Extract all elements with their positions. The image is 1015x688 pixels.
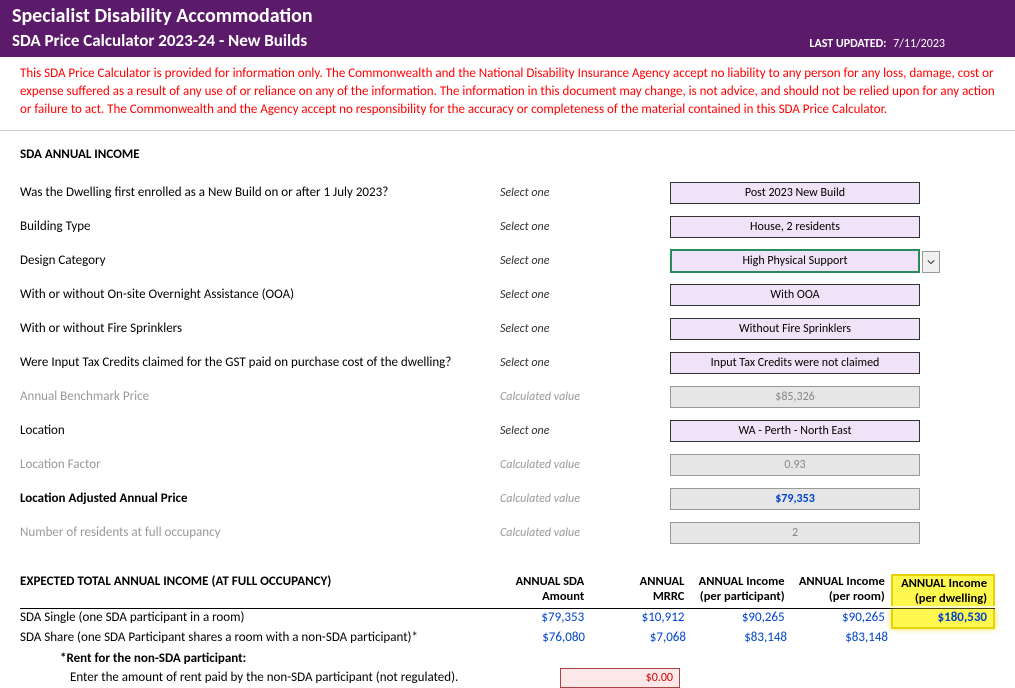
col-mrrc: ANNUALMRRC [590, 574, 690, 606]
hint-select: Select one [500, 424, 670, 438]
disclaimer-text: This SDA Price Calculator is provided fo… [0, 57, 1015, 131]
select-building-type[interactable]: House, 2 residents [670, 216, 920, 238]
select-design-category-value: High Physical Support [742, 254, 847, 268]
sda-income-section: SDA ANNUAL INCOME Was the Dwelling first… [0, 131, 1015, 560]
rent-note: *Rent for the non-SDA participant: [60, 651, 995, 666]
row-fire: With or without Fire Sprinklers Select o… [20, 312, 995, 346]
row-residents: Number of residents at full occupancy Ca… [20, 516, 995, 550]
single-mrrc: $10,912 [590, 609, 690, 629]
col-sda: ANNUAL SDAAmount [490, 574, 590, 606]
share-mrrc: $7,068 [591, 629, 692, 647]
share-per-room: $83,148 [793, 629, 894, 647]
calc-residents: 2 [670, 522, 920, 544]
hint-calc: Calculated value [500, 390, 670, 404]
label-building-type: Building Type [20, 219, 500, 234]
share-label: SDA Share (one SDA Participant shares a … [20, 629, 490, 647]
income-row-single: SDA Single (one SDA participant in a roo… [20, 609, 995, 629]
rent-note-bold: *Rent for the non-SDA participant: [60, 651, 246, 666]
row-ooa: With or without On-site Overnight Assist… [20, 278, 995, 312]
single-sda: $79,353 [490, 609, 590, 629]
label-location-factor: Location Factor [20, 457, 500, 472]
select-tax-credits[interactable]: Input Tax Credits were not claimed [670, 352, 920, 374]
single-label: SDA Single (one SDA participant in a roo… [20, 609, 490, 629]
hint-select: Select one [500, 288, 670, 302]
select-fire[interactable]: Without Fire Sprinklers [670, 318, 920, 340]
row-location-factor: Location Factor Calculated value 0.93 [20, 448, 995, 482]
label-fire: With or without Fire Sprinklers [20, 321, 500, 336]
calc-adjusted-price: $79,353 [670, 488, 920, 510]
single-per-dwelling: $180,530 [891, 609, 995, 629]
row-enrolled: Was the Dwelling first enrolled as a New… [20, 176, 995, 210]
hint-select: Select one [500, 220, 670, 234]
hint-select: Select one [500, 186, 670, 200]
label-tax-credits: Were Input Tax Credits claimed for the G… [20, 355, 500, 370]
row-adjusted-price: Location Adjusted Annual Price Calculate… [20, 482, 995, 516]
share-sda: $76,080 [490, 629, 591, 647]
header-bar: Specialist Disability Accommodation SDA … [0, 0, 1015, 57]
single-per-room: $90,265 [791, 609, 891, 629]
col-per-participant: ANNUAL Income(per participant) [690, 574, 790, 606]
col-per-dwelling: ANNUAL Income(per dwelling) [891, 574, 995, 606]
section-title: SDA ANNUAL INCOME [20, 147, 995, 162]
last-updated: LAST UPDATED: 7/11/2023 [809, 37, 945, 51]
share-per-participant: $83,148 [692, 629, 793, 647]
hint-calc: Calculated value [500, 526, 670, 540]
row-benchmark: Annual Benchmark Price Calculated value … [20, 380, 995, 414]
hint-calc: Calculated value [500, 492, 670, 506]
row-building-type: Building Type Select one House, 2 reside… [20, 210, 995, 244]
hint-select: Select one [500, 322, 670, 336]
last-updated-date: 7/11/2023 [893, 37, 945, 51]
label-enrolled: Was the Dwelling first enrolled as a New… [20, 185, 500, 200]
rent-input-row: Enter the amount of rent paid by the non… [70, 668, 995, 688]
row-design-category: Design Category Select one High Physical… [20, 244, 995, 278]
rent-input[interactable]: $0.00 [560, 668, 680, 688]
income-table: EXPECTED TOTAL ANNUAL INCOME (AT FULL OC… [20, 574, 995, 688]
hint-select: Select one [500, 254, 670, 268]
income-header-row: EXPECTED TOTAL ANNUAL INCOME (AT FULL OC… [20, 574, 995, 609]
rent-note-text: Enter the amount of rent paid by the non… [70, 670, 560, 685]
label-ooa: With or without On-site Overnight Assist… [20, 287, 500, 302]
hint-calc: Calculated value [500, 458, 670, 472]
label-design-category: Design Category [20, 253, 500, 268]
income-title: EXPECTED TOTAL ANNUAL INCOME (AT FULL OC… [20, 574, 490, 589]
select-location[interactable]: WA - Perth - North East [670, 420, 920, 442]
single-per-participant: $90,265 [690, 609, 790, 629]
select-design-category[interactable]: High Physical Support [670, 249, 920, 273]
dropdown-arrow-icon[interactable] [922, 251, 940, 273]
label-adjusted-price: Location Adjusted Annual Price [20, 491, 500, 506]
chevron-down-icon [927, 258, 935, 266]
label-benchmark: Annual Benchmark Price [20, 389, 500, 404]
calc-location-factor: 0.93 [670, 454, 920, 476]
calc-benchmark: $85,326 [670, 386, 920, 408]
col-per-room: ANNUAL Income(per room) [791, 574, 891, 606]
row-location: Location Select one WA - Perth - North E… [20, 414, 995, 448]
hint-select: Select one [500, 356, 670, 370]
label-residents: Number of residents at full occupancy [20, 525, 500, 540]
label-location: Location [20, 423, 500, 438]
income-row-share: SDA Share (one SDA Participant shares a … [20, 629, 995, 647]
share-per-dwelling-empty [894, 629, 995, 647]
row-tax-credits: Were Input Tax Credits claimed for the G… [20, 346, 995, 380]
select-ooa[interactable]: With OOA [670, 284, 920, 306]
page-title: Specialist Disability Accommodation [12, 4, 1003, 28]
last-updated-label: LAST UPDATED: [809, 37, 886, 51]
select-enrolled[interactable]: Post 2023 New Build [670, 182, 920, 204]
